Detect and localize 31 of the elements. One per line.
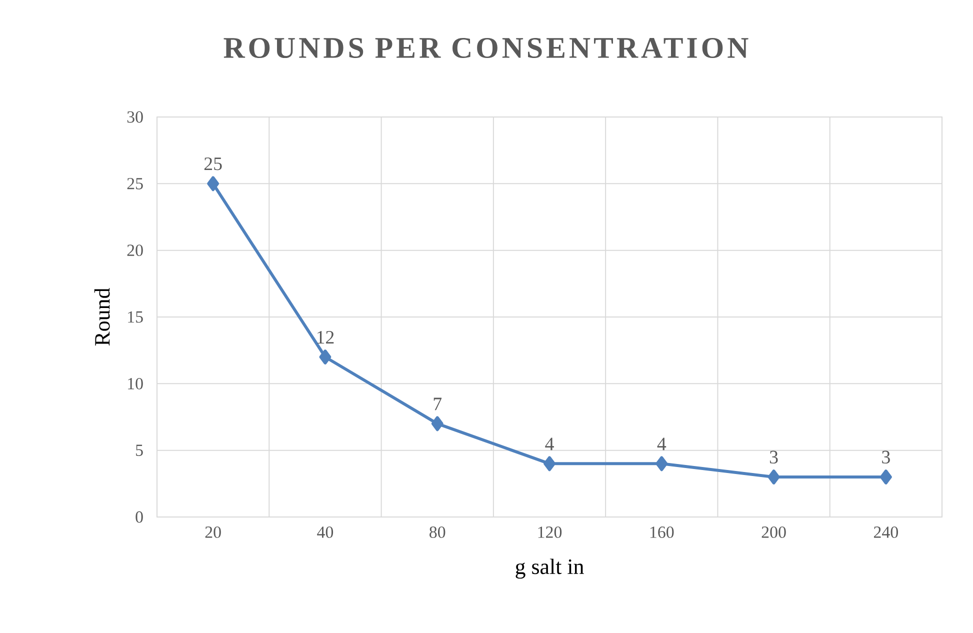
point [768, 470, 780, 484]
point [544, 456, 556, 472]
point [656, 456, 668, 472]
x-axis-title: g salt in [516, 558, 584, 579]
x-tick-label: 20 [205, 526, 221, 538]
point [431, 416, 444, 432]
data-label: 3 [770, 450, 778, 464]
x-tick-label: 120 [538, 526, 562, 538]
data-label: 25 [204, 157, 222, 170]
y-tick-label: 15 [128, 311, 143, 323]
y-tick-label: 30 [127, 111, 143, 123]
data-label: 7 [434, 398, 442, 410]
y-tick-label: 20 [127, 244, 143, 256]
y-axis-title: Round [94, 288, 110, 346]
x-tick-label: 200 [762, 526, 786, 538]
data-label: 3 [882, 450, 890, 464]
data-label: 12 [317, 330, 334, 344]
point [207, 176, 220, 192]
x-tick-label: 160 [650, 526, 674, 538]
y-tick-label: 5 [136, 444, 143, 456]
x-tick-label: 80 [430, 526, 446, 538]
x-tick-label: 240 [874, 526, 898, 538]
data-label: 4 [545, 438, 554, 450]
y-tick-label: 25 [127, 178, 143, 190]
data-label: 4 [657, 438, 666, 450]
point [319, 350, 332, 364]
y-tick-label: 0 [136, 511, 143, 523]
x-tick-label: 40 [317, 526, 334, 538]
chart-title: ROUNDS PER CONSENTRATION [224, 38, 748, 58]
point [880, 470, 892, 484]
y-tick-label: 10 [128, 378, 143, 390]
